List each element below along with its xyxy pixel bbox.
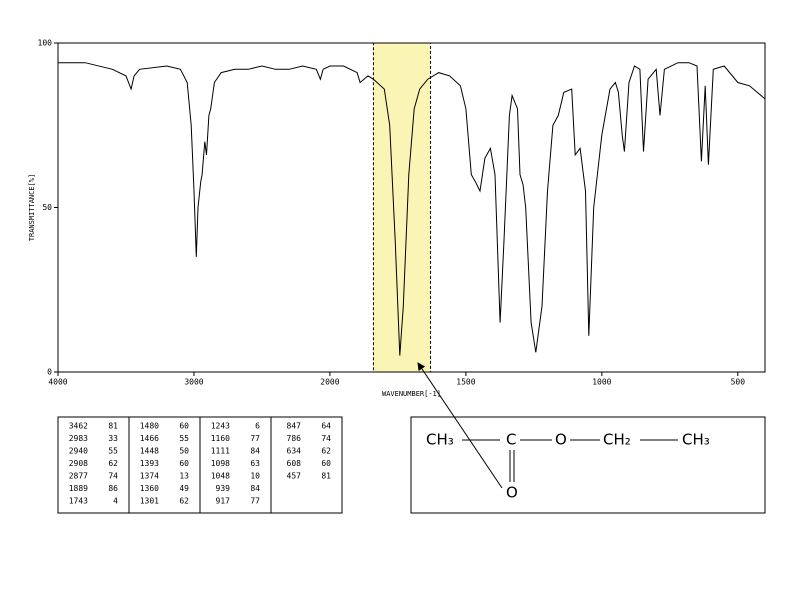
highlight-region <box>372 42 432 373</box>
plot: 4000 3000 2000 1500 1000 500 0 50 100 WAVENUMBER[… <box>28 39 766 398</box>
peak-wavenumber: 1243 <box>211 422 230 431</box>
peak-wavenumber: 2940 <box>69 447 88 456</box>
peak-transmittance: 81 <box>108 422 118 431</box>
x-tick-label: 1000 <box>592 378 611 387</box>
peak-transmittance: 64 <box>321 422 331 431</box>
peak-transmittance: 60 <box>321 459 331 468</box>
group: O <box>555 431 567 449</box>
peak-transmittance: 55 <box>179 434 189 443</box>
x-tick-label: 500 <box>731 378 746 387</box>
y-axis-title: TRANSMITTANCE[%] <box>28 174 36 241</box>
peak-transmittance: 63 <box>250 459 260 468</box>
peak-transmittance: 62 <box>179 497 189 506</box>
peak-wavenumber: 1480 <box>140 422 159 431</box>
peak-wavenumber: 786 <box>287 434 302 443</box>
spectrum-line <box>58 62 766 356</box>
peak-transmittance: 77 <box>250 497 260 506</box>
peak-wavenumber: 634 <box>287 447 302 456</box>
peak-wavenumber: 917 <box>216 497 231 506</box>
peak-wavenumber: 939 <box>216 484 231 493</box>
peak-transmittance: 86 <box>108 484 118 493</box>
peak-transmittance: 6 <box>255 422 260 431</box>
peak-transmittance: 84 <box>250 484 260 493</box>
peak-wavenumber: 1098 <box>211 459 230 468</box>
structure-box <box>410 416 766 514</box>
peak-transmittance: 33 <box>108 434 118 443</box>
peak-wavenumber: 1111 <box>211 447 230 456</box>
peak-wavenumber: 3462 <box>69 422 88 431</box>
peak-transmittance: 13 <box>179 472 189 481</box>
peak-table: 3462 81 2983 33 2940 55 2908 62 2877 74 1889 86 1743… <box>57 416 343 514</box>
peak-transmittance: 4 <box>113 497 118 506</box>
peak-transmittance: 81 <box>321 472 331 481</box>
peak-transmittance: 60 <box>179 422 189 431</box>
peak-transmittance: 62 <box>108 459 118 468</box>
peak-wavenumber: 2877 <box>69 472 88 481</box>
annotation-arrow <box>417 362 503 489</box>
group: CH₃ <box>682 431 710 449</box>
peak-wavenumber: 608 <box>287 459 302 468</box>
peak-wavenumber: 1743 <box>69 497 88 506</box>
oxygen: O <box>506 484 518 502</box>
peak-transmittance: 60 <box>179 459 189 468</box>
y-tick-label: 50 <box>42 203 52 212</box>
peak-transmittance: 50 <box>179 447 189 456</box>
peak-wavenumber: 1360 <box>140 484 159 493</box>
peak-transmittance: 10 <box>250 472 260 481</box>
peak-wavenumber: 847 <box>287 422 302 431</box>
group: CH₂ <box>603 431 631 449</box>
peak-transmittance: 84 <box>250 447 260 456</box>
x-tick-label: 2000 <box>320 378 339 387</box>
peak-wavenumber: 1889 <box>69 484 88 493</box>
peak-transmittance: 62 <box>321 447 331 456</box>
peak-wavenumber: 1048 <box>211 472 230 481</box>
peak-transmittance: 77 <box>250 434 260 443</box>
peak-wavenumber: 1448 <box>140 447 159 456</box>
group: C <box>506 431 516 449</box>
peak-wavenumber: 457 <box>287 472 302 481</box>
peak-wavenumber: 1301 <box>140 497 159 506</box>
group: CH₃ <box>426 431 454 449</box>
x-tick-label: 3000 <box>184 378 203 387</box>
y-tick-label: 0 <box>47 368 52 377</box>
peak-wavenumber: 1160 <box>211 434 230 443</box>
peak-wavenumber: 2983 <box>69 434 88 443</box>
peak-wavenumber: 2908 <box>69 459 88 468</box>
x-axis-title: WAVENUMBER[-1] <box>382 390 441 398</box>
peak-wavenumber: 1374 <box>140 472 159 481</box>
peak-transmittance: 55 <box>108 447 118 456</box>
peak-transmittance: 74 <box>108 472 118 481</box>
peak-wavenumber: 1393 <box>140 459 159 468</box>
y-tick-label: 100 <box>38 39 53 48</box>
peak-transmittance: 74 <box>321 434 331 443</box>
peak-transmittance: 49 <box>179 484 189 493</box>
x-tick-label: 1500 <box>456 378 475 387</box>
peak-wavenumber: 1466 <box>140 434 159 443</box>
x-tick-label: 4000 <box>48 378 67 387</box>
